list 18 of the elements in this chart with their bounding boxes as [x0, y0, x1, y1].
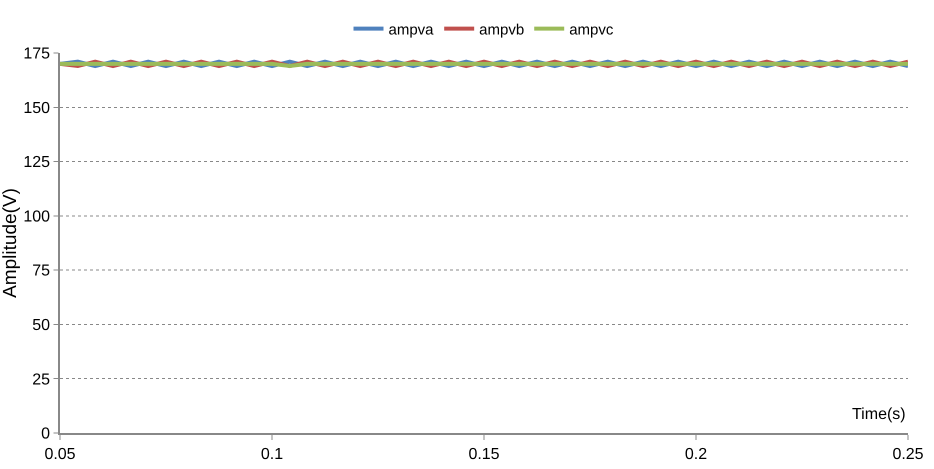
y-tick-label: 175 — [23, 46, 50, 63]
x-axis-title: Time(s) — [852, 406, 906, 423]
x-tick-label: 0.1 — [260, 446, 284, 463]
legend-label: ampva — [388, 22, 434, 38]
legend-label: ampvb — [479, 22, 524, 38]
y-tick-label: 50 — [32, 317, 50, 334]
y-tick-label: 125 — [23, 154, 50, 172]
y-tick-label: 25 — [32, 371, 50, 388]
y-axis-title: Amplitude(V) — [0, 188, 21, 298]
legend-label: ampvc — [569, 22, 614, 38]
y-tick-label: 100 — [23, 208, 50, 226]
y-tick-label: 150 — [23, 100, 50, 117]
x-tick-label: 0.05 — [44, 446, 76, 463]
x-tick-label: 0.25 — [892, 446, 924, 463]
y-tick-label: 75 — [32, 262, 50, 280]
x-tick-label: 0.2 — [684, 446, 708, 463]
y-tick-label: 0 — [41, 426, 50, 443]
x-tick-label: 0.15 — [468, 446, 500, 463]
